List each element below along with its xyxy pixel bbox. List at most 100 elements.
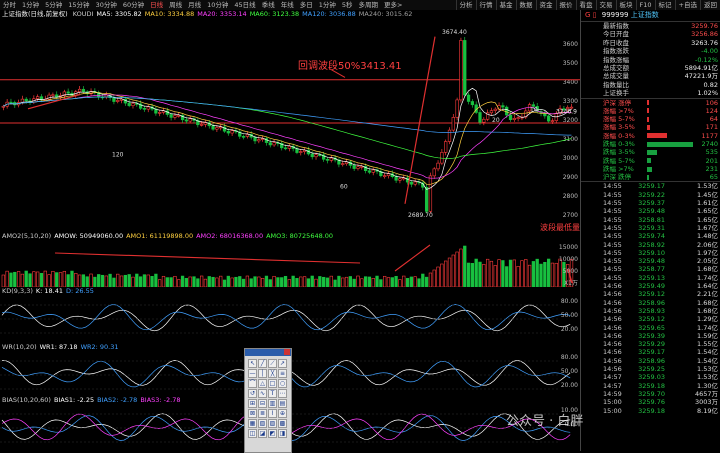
timeframe-tab[interactable]: 5秒 — [341, 1, 353, 9]
timeframe-tab[interactable]: 多周期 — [358, 1, 378, 9]
volume-bar — [367, 276, 372, 287]
draw-tool-icon[interactable]: ↗ — [278, 359, 287, 368]
drawing-toolbox[interactable]: ↖ ╱ ⟋ ↗ — │ ╳ ≡ ⌒ △ □ ○ ↺ ∿ T ⋯ ⊞ ⊟ ▥ ▤ ⊠ ≣ ⌇ ⊕ ▦ ▧ ▨ ▩ ◫ ◪ ◩ ◨ — [244, 348, 292, 453]
quote-label: 今日开盘 — [603, 30, 629, 39]
draw-tool-icon[interactable]: ↖ — [248, 359, 257, 368]
tick-volume: 3003万 — [694, 398, 718, 407]
draw-tool-icon[interactable]: — — [248, 369, 257, 378]
toolbar-button[interactable]: 基金 — [495, 0, 516, 10]
breadth-count: 201 — [705, 156, 718, 165]
draw-tool-icon[interactable]: T — [268, 389, 277, 398]
draw-tool-icon[interactable]: ⋯ — [278, 389, 287, 398]
draw-tool-icon[interactable]: ╱ — [258, 359, 267, 368]
timeframe-tab[interactable]: 年线 — [280, 1, 294, 9]
timeframe-tab[interactable]: 30分钟 — [95, 1, 117, 9]
toolbar-button[interactable]: 返回 — [700, 0, 720, 10]
timeframe-tab[interactable]: 日线 — [150, 1, 164, 9]
draw-tool-icon[interactable]: ◨ — [278, 429, 287, 438]
draw-tool-icon[interactable]: │ — [258, 369, 267, 378]
timeframe-tab[interactable]: 15分钟 — [68, 1, 90, 9]
timeframe-tab[interactable]: 分时 — [3, 1, 16, 9]
candle-body — [432, 168, 436, 177]
toolbar-button[interactable]: 数据 — [515, 0, 536, 10]
volume-bar — [524, 259, 528, 287]
timeframe-tab[interactable]: 60分钟 — [122, 1, 145, 9]
toolbar-button[interactable]: 报价 — [555, 0, 576, 10]
toolbar-button[interactable]: F10 — [635, 0, 655, 10]
toolbar-button[interactable]: 分析 — [455, 0, 476, 10]
draw-tool-icon[interactable]: ◪ — [258, 429, 267, 438]
legend-item: BIAS3: -2.78 — [140, 396, 181, 404]
timeframe-tab[interactable]: 1分钟 — [22, 1, 40, 9]
timeframe-tab[interactable]: 周线 — [169, 1, 183, 9]
close-icon[interactable] — [284, 349, 290, 355]
toolbar-button[interactable]: 行情 — [475, 0, 496, 10]
draw-tool-icon[interactable]: ⌇ — [268, 409, 277, 418]
volume-axis-label: 10000 — [559, 256, 578, 263]
timeframe-tab[interactable]: 10分钟 — [207, 1, 229, 9]
volume-bar — [314, 278, 318, 287]
candle-body — [352, 165, 356, 169]
draw-tool-icon[interactable]: ◫ — [248, 429, 257, 438]
kd-chart[interactable]: 80.00 50.00 20.00 — [0, 295, 580, 342]
candle-body — [253, 136, 257, 142]
candle-body — [142, 108, 147, 110]
draw-tool-icon[interactable]: ⊟ — [258, 399, 267, 408]
timeframe-tab[interactable]: 季线 — [261, 1, 275, 9]
draw-tool-icon[interactable]: ▨ — [268, 419, 277, 428]
timeframe-tab[interactable]: 45日线 — [234, 1, 256, 9]
tick-price: 3258.81 — [638, 215, 665, 224]
draw-tool-icon[interactable]: ○ — [278, 379, 287, 388]
candlestick-chart[interactable]: 3600 3500 3400 3300 3200 3100 3000 2900 2800 2700… — [0, 19, 580, 232]
toolbar-button[interactable]: 标记 — [654, 0, 675, 10]
candle-body — [180, 115, 185, 121]
draw-tool-icon[interactable]: ≡ — [278, 369, 287, 378]
draw-tool-icon[interactable]: ⟋ — [268, 359, 277, 368]
toolbar-button[interactable]: +自选 — [674, 0, 700, 10]
toolbar-button[interactable]: 看盘 — [575, 0, 596, 10]
draw-tool-icon[interactable]: ⊠ — [248, 409, 257, 418]
toolbar-button[interactable]: 资金 — [535, 0, 556, 10]
draw-tool-icon[interactable]: ▩ — [278, 419, 287, 428]
draw-tool-icon[interactable]: ≣ — [258, 409, 267, 418]
timeframe-tab[interactable]: 多日 — [299, 1, 313, 9]
quote-label: 总成交量 — [603, 72, 629, 81]
draw-tool-icon[interactable]: ▧ — [258, 419, 267, 428]
ma-cross-label: 10 — [530, 107, 538, 114]
toolbox-titlebar[interactable] — [245, 349, 291, 356]
draw-tool-icon[interactable]: ∿ — [258, 389, 267, 398]
draw-tool-icon[interactable]: ◩ — [268, 429, 277, 438]
candle-body — [146, 106, 150, 110]
candle-body — [485, 112, 490, 120]
draw-tool-icon[interactable]: ⊕ — [278, 409, 287, 418]
toolbar-button[interactable]: 交易 — [595, 0, 616, 10]
volume-bar — [9, 272, 13, 287]
volume-bar — [562, 261, 566, 287]
volume-bar — [127, 274, 131, 287]
tick-list[interactable]: 14:55 3259.17 1.53亿 14:55 3259.22 1.45亿 14:55 3… — [581, 182, 720, 414]
volume-bar — [569, 258, 574, 287]
draw-tool-icon[interactable]: □ — [268, 379, 277, 388]
timeframe-tab[interactable]: 月线 — [188, 1, 202, 9]
trend-arrow — [27, 93, 81, 110]
volume-chart[interactable]: 15000 10000 5000 X1万 — [0, 241, 580, 287]
draw-tool-icon[interactable]: ▥ — [268, 399, 277, 408]
tick-time: 15:00 — [603, 398, 622, 407]
draw-tool-icon[interactable]: ▦ — [248, 419, 257, 428]
toolbar-button[interactable]: 板块 — [615, 0, 636, 10]
timeframe-tab[interactable]: 5分钟 — [45, 1, 63, 9]
draw-tool-icon[interactable]: ⊞ — [248, 399, 257, 408]
draw-tool-icon[interactable]: ▤ — [278, 399, 287, 408]
draw-tool-icon[interactable]: ╳ — [268, 369, 277, 378]
draw-tool-icon[interactable]: △ — [258, 379, 267, 388]
candle-body — [421, 182, 425, 188]
candle-body — [386, 173, 391, 176]
candle-body — [325, 158, 330, 161]
timeframe-tab[interactable]: 1分钟 — [318, 1, 336, 9]
chart-area[interactable]: 上证指数(日线,前复权) KOUDI MA5: 3305.82 MA10: 3334… — [0, 10, 580, 450]
draw-tool-icon[interactable]: ⌒ — [248, 379, 257, 388]
draw-tool-icon[interactable]: ↺ — [248, 389, 257, 398]
candle-body — [268, 142, 272, 146]
low-volume-arrow — [567, 268, 573, 284]
timeframe-tab[interactable]: 更多> — [383, 1, 403, 9]
